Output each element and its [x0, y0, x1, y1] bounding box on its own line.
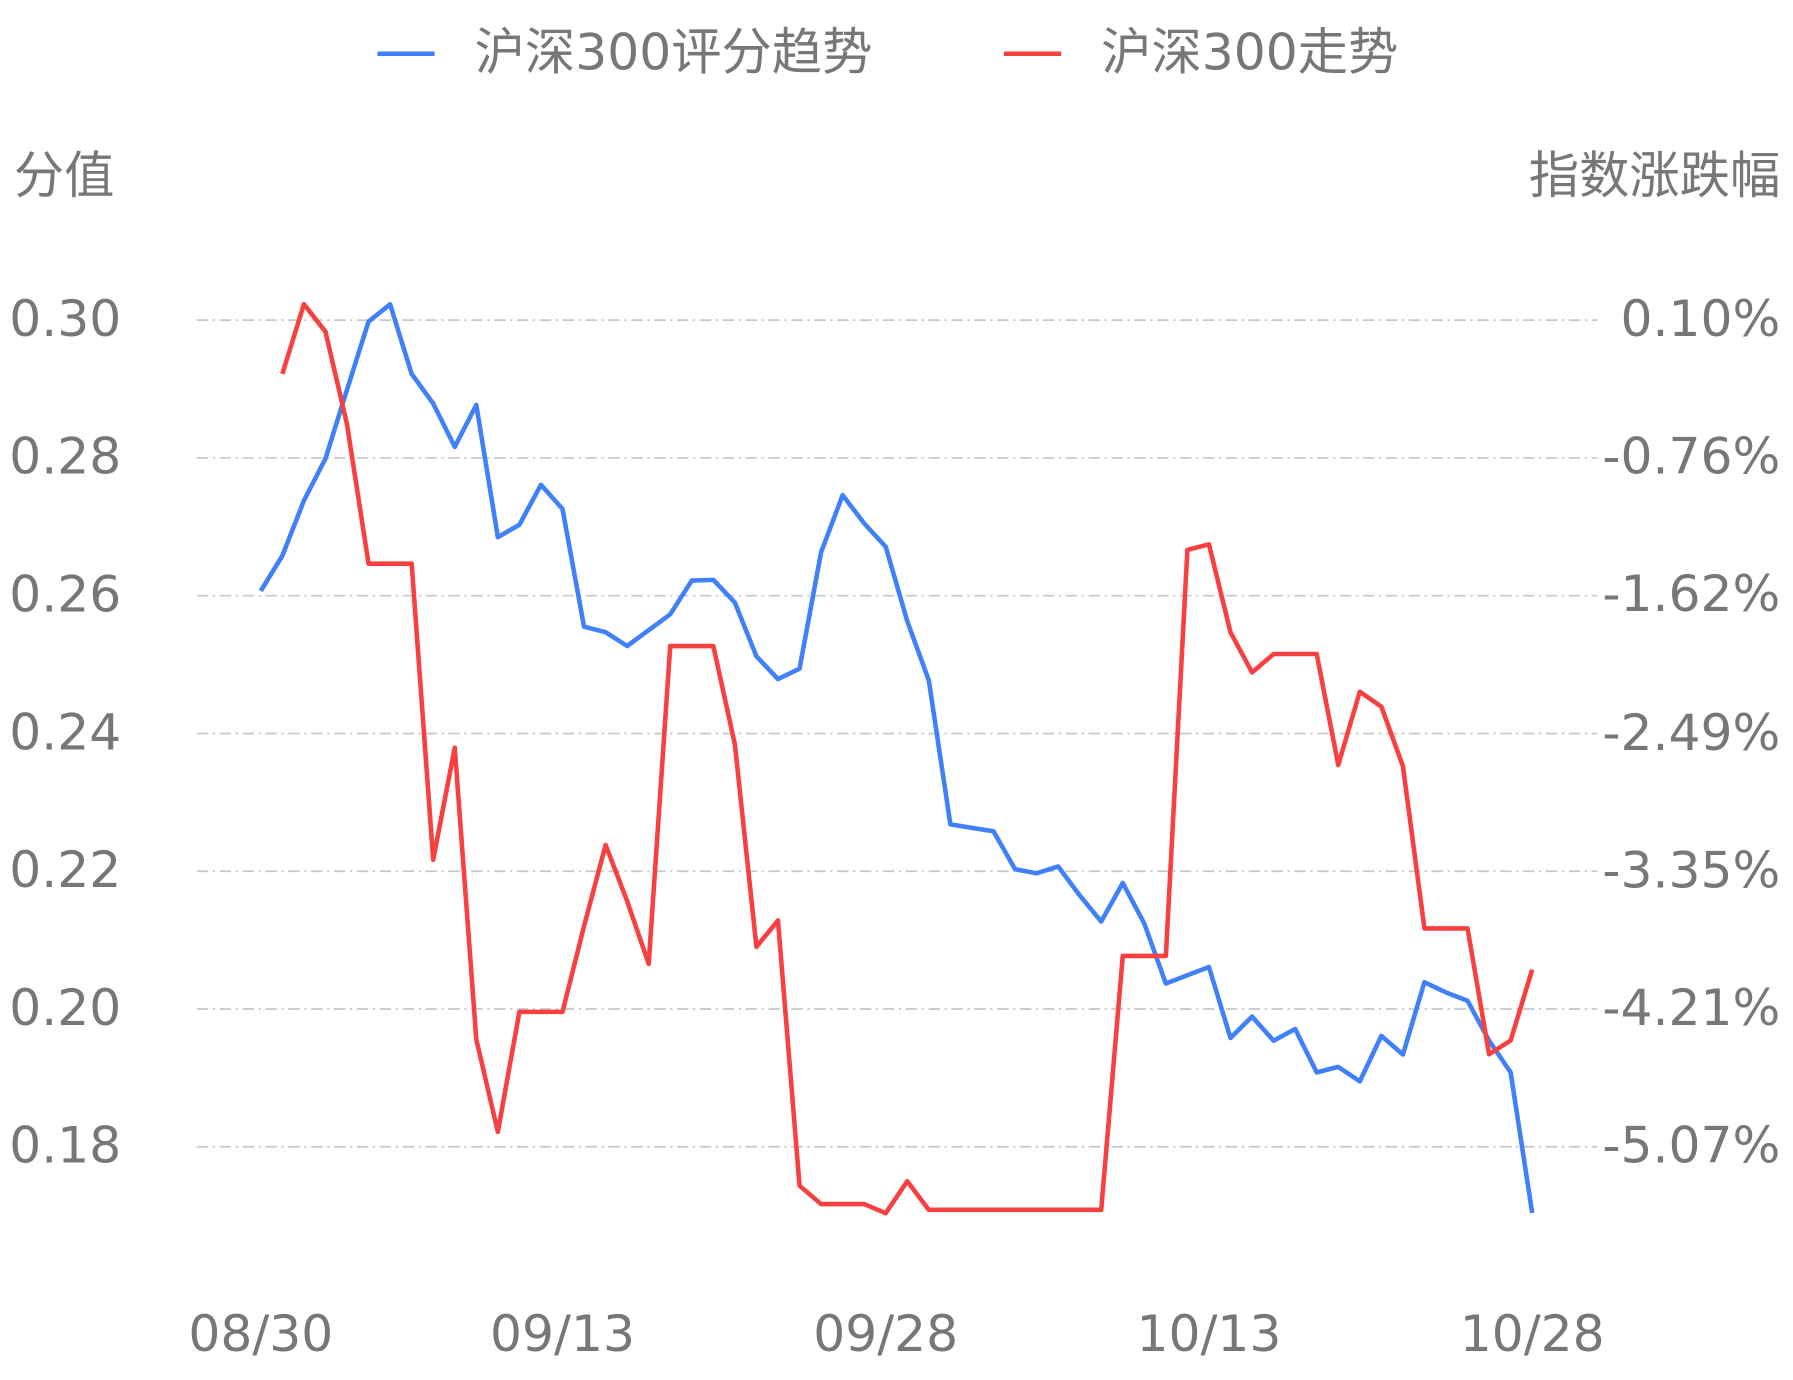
line-series [258, 302, 1535, 1214]
line-series [280, 301, 1535, 1216]
y-tick-label: 0.20 [9, 978, 121, 1037]
x-tick-label: 08/30 [188, 1304, 333, 1363]
x-tick-label: 10/28 [1460, 1304, 1605, 1363]
x-tick-label: 10/13 [1136, 1304, 1281, 1363]
y-tick-label: 0.26 [9, 564, 121, 623]
x-tick-label: 09/13 [490, 1304, 635, 1363]
y2-tick-label: -1.62% [1602, 564, 1780, 623]
y2-tick-label: 0.10% [1621, 289, 1781, 348]
legend-label: 沪深300评分趋势 [475, 23, 873, 82]
x-tick-label: 09/28 [813, 1304, 958, 1363]
y2-tick-label: -3.35% [1602, 841, 1780, 900]
y2-tick-label: -4.21% [1602, 978, 1780, 1037]
y-tick-label: 0.18 [9, 1116, 121, 1175]
y2-tick-label: -2.49% [1602, 703, 1780, 762]
y-tick-label: 0.30 [9, 289, 121, 348]
y2-tick-label: -5.07% [1602, 1116, 1780, 1175]
y-tick-label: 0.28 [9, 427, 121, 486]
legend-label: 沪深300走势 [1101, 23, 1398, 82]
y-axis-title: 分值 [14, 146, 115, 205]
y2-axis-title: 指数涨跌幅 [1529, 146, 1780, 205]
y-tick-label: 0.22 [9, 840, 121, 899]
y2-tick-label: -0.76% [1602, 426, 1780, 485]
y-tick-label: 0.24 [9, 702, 121, 761]
